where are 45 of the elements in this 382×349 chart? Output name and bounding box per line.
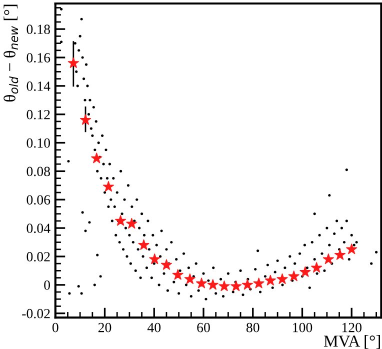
- point: [196, 278, 208, 288]
- x-tick-label: 100: [293, 322, 312, 332]
- y-tick-label: 0: [44, 280, 50, 290]
- y-tick-label: 0.12: [26, 110, 50, 120]
- point: [207, 279, 218, 290]
- y-tick-label: 0.16: [26, 53, 50, 63]
- y-tick-label: 0.08: [26, 166, 50, 176]
- point: [276, 273, 288, 284]
- point: [334, 249, 346, 260]
- point: [80, 114, 92, 125]
- y-tick-label: 0.06: [26, 195, 50, 205]
- point: [311, 262, 322, 273]
- point: [172, 269, 184, 280]
- x-tick-label: 0: [52, 322, 58, 332]
- point: [242, 279, 253, 290]
- point: [91, 152, 102, 164]
- y-tick-label: 0.02: [26, 252, 50, 262]
- point: [184, 273, 196, 284]
- y-tick-label: 0.04: [26, 224, 50, 234]
- point: [288, 270, 300, 282]
- x-tick-label: 20: [98, 322, 112, 332]
- x-tick-label: 80: [246, 322, 260, 332]
- point: [149, 254, 160, 264]
- y-tick-label: 0.18: [26, 24, 50, 34]
- y-tick-label: 0.10: [26, 138, 50, 148]
- point: [102, 181, 114, 192]
- x-tick-label: 120: [342, 322, 362, 332]
- x-axis-title: MVA [°]: [324, 335, 380, 349]
- point: [253, 278, 264, 288]
- y-tick-label: -0.02: [22, 308, 50, 318]
- point: [126, 218, 138, 229]
- x-tick-label: 60: [197, 322, 210, 332]
- point: [115, 215, 126, 226]
- point: [68, 57, 79, 68]
- x-tick-label: 40: [147, 322, 161, 332]
- point: [264, 274, 276, 286]
- point: [218, 280, 230, 292]
- point: [300, 266, 311, 277]
- point: [138, 239, 150, 250]
- y-axis-title: θ$_{old}$ − θ$_{new}$ [°]: [4, 4, 18, 102]
- point: [346, 244, 358, 254]
- point: [160, 259, 172, 270]
- point: [230, 280, 242, 292]
- point: [322, 254, 334, 264]
- y-tick-label: 0.14: [26, 82, 50, 91]
